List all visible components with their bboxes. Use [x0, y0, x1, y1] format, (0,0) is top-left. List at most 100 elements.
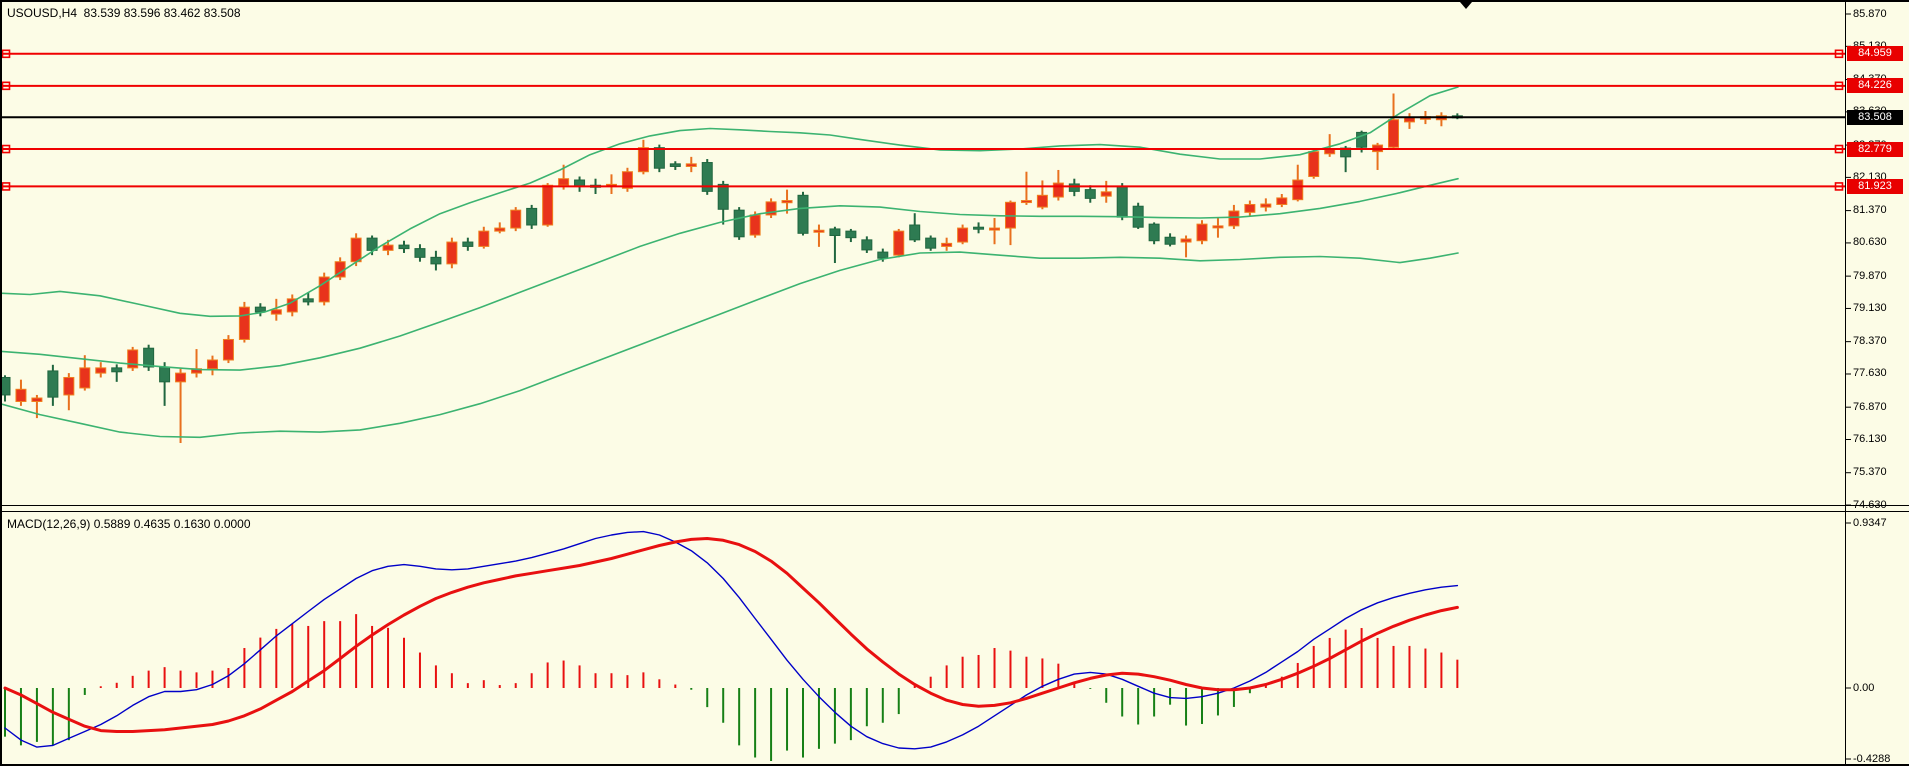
- bull-candle-body: [558, 178, 570, 186]
- price-axis-label: 75.370: [1853, 466, 1887, 479]
- line-price-tag[interactable]: 82.779: [1847, 141, 1903, 157]
- bull-candle-body: [893, 230, 905, 256]
- bear-candle-body: [302, 298, 314, 303]
- bull-candle-body: [270, 309, 282, 315]
- bear-candle-body: [1068, 183, 1080, 192]
- hline-left-handle[interactable]: [1, 49, 11, 59]
- bull-candle-body: [621, 171, 633, 189]
- bear-candle-body: [669, 163, 681, 167]
- hline-right-handle[interactable]: [1834, 182, 1844, 191]
- bear-candle-body: [1164, 236, 1176, 245]
- bull-candle-body: [1180, 238, 1192, 243]
- hline-left-handle[interactable]: [1, 182, 11, 191]
- bull-candle-body: [1244, 203, 1256, 213]
- bull-candle-body: [478, 230, 490, 247]
- bear-candle-body: [861, 239, 873, 251]
- bull-candle-body: [813, 229, 825, 233]
- bollinger-band-middle: [0, 177, 1459, 371]
- bear-candle-body: [254, 306, 266, 313]
- price-axis-label: 79.130: [1853, 301, 1887, 314]
- price-axis-label: 78.370: [1853, 335, 1887, 348]
- bear-candle-body: [462, 241, 474, 247]
- bear-candle-body: [47, 370, 59, 398]
- bear-candle-body: [797, 194, 809, 234]
- price-axis-label: 74.630: [1853, 498, 1887, 511]
- line-price-tag[interactable]: 84.226: [1847, 78, 1903, 94]
- bull-candle-body: [1388, 119, 1400, 148]
- bull-candle-body: [1276, 197, 1288, 205]
- bear-candle-body: [1084, 189, 1096, 199]
- bull-candle-body: [63, 376, 75, 396]
- hline-left-handle[interactable]: [1, 81, 11, 91]
- chart-shift-arrow-icon[interactable]: [1460, 2, 1472, 9]
- hline-left-handle[interactable]: [1, 144, 11, 154]
- bull-candle-body: [15, 388, 27, 403]
- bull-candle-body: [765, 201, 777, 216]
- bull-candle-body: [382, 244, 394, 251]
- bull-candle-body: [494, 227, 506, 232]
- bull-candle-body: [95, 367, 107, 374]
- bear-candle-body: [717, 183, 729, 210]
- price-axis-label: 79.870: [1853, 269, 1887, 282]
- bear-candle-body: [526, 207, 538, 226]
- bull-candle-body: [510, 209, 522, 229]
- bear-candle-body: [414, 248, 426, 258]
- bear-candle-body: [653, 147, 665, 169]
- bull-candle-body: [1212, 225, 1224, 229]
- bear-candle-body: [829, 228, 841, 236]
- bear-candle-body: [111, 367, 123, 373]
- left-border: [0, 0, 2, 766]
- bear-candle-body: [1356, 131, 1368, 148]
- bull-candle-body: [286, 298, 298, 313]
- macd-indicator-label: MACD(12,26,9) 0.5889 0.4635 0.1630 0.000…: [7, 517, 251, 531]
- price-axis-label: 80.630: [1853, 236, 1887, 249]
- bull-candle-body: [542, 184, 554, 226]
- line-price-tag[interactable]: 84.959: [1847, 46, 1903, 62]
- price-axis-label: 76.130: [1853, 433, 1887, 445]
- macd-signal-line: [3, 537, 1459, 733]
- bear-candle-body: [0, 376, 11, 396]
- bottom-border: [0, 764, 1909, 766]
- bear-candle-body: [143, 347, 155, 368]
- bull-candle-body: [1292, 179, 1304, 201]
- bollinger-band-upper: [0, 86, 1459, 318]
- bear-candle-body: [733, 209, 745, 238]
- hline-right-handle[interactable]: [1834, 49, 1844, 59]
- current-price-tag[interactable]: 83.508: [1847, 109, 1903, 125]
- bear-candle-body: [925, 237, 937, 249]
- bear-candle-body: [1148, 223, 1160, 242]
- bear-candle-body: [909, 224, 921, 241]
- macd-axis-label: -0.4288: [1853, 752, 1891, 765]
- bull-candle-body: [637, 147, 649, 173]
- bear-candle-body: [877, 251, 889, 259]
- hline-right-handle[interactable]: [1834, 144, 1844, 154]
- bull-candle-body: [1228, 210, 1240, 227]
- pane-separator-bottom[interactable]: [0, 511, 1909, 512]
- price-axis-label: 76.870: [1853, 400, 1887, 413]
- macd-axis-label: 0.9347: [1853, 516, 1887, 529]
- bull-candle-body: [222, 338, 234, 361]
- bull-candle-body: [685, 163, 697, 167]
- bull-candle-body: [1196, 223, 1208, 242]
- line-price-tag[interactable]: 81.923: [1847, 178, 1903, 194]
- bull-candle-body: [79, 367, 91, 389]
- bear-candle-body: [398, 244, 410, 250]
- bull-candle-body: [1308, 151, 1320, 178]
- bull-candle-body: [1100, 191, 1112, 197]
- bull-candle-body: [1036, 194, 1048, 208]
- bull-candle-body: [206, 359, 218, 370]
- bull-candle-body: [31, 397, 43, 403]
- pane-separator-top[interactable]: [0, 505, 1909, 506]
- bull-candle-body: [1052, 182, 1064, 198]
- bear-candle-body: [430, 256, 442, 265]
- bull-candle-body: [318, 276, 330, 303]
- bull-candle-body: [1020, 200, 1032, 204]
- bull-candle-body: [446, 241, 458, 265]
- bull-candle-body: [781, 200, 793, 204]
- hline-right-handle[interactable]: [1834, 81, 1844, 91]
- price-axis-label: 81.370: [1853, 204, 1887, 217]
- bull-candle-body: [957, 227, 969, 243]
- price-axis-label: 77.630: [1853, 367, 1887, 380]
